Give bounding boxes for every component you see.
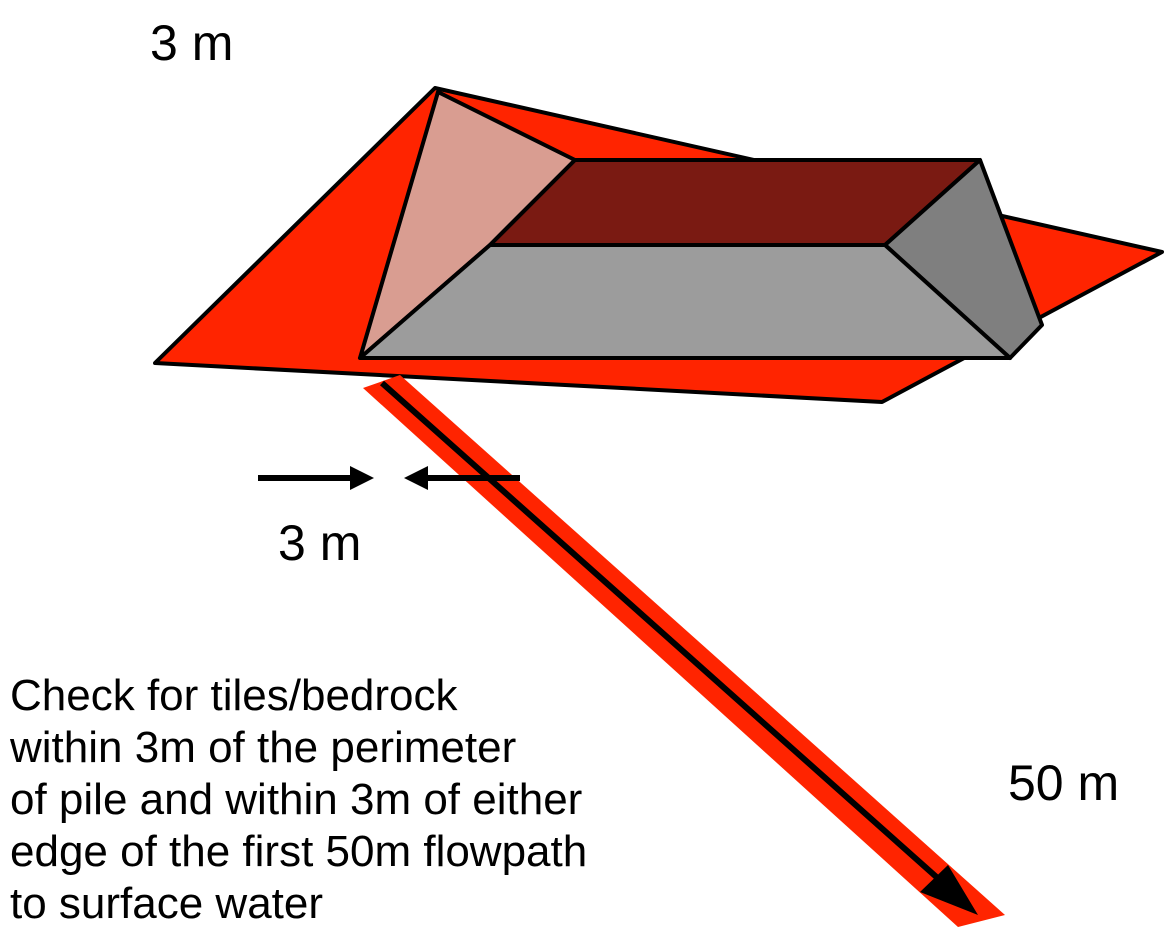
caption-line-5: to surface water: [10, 879, 323, 928]
flow-50m-label: 50 m: [1008, 755, 1119, 811]
dim-arrow-left-head: [350, 466, 374, 490]
caption-line-1: Check for tiles/bedrock: [10, 671, 459, 720]
dim-arrow-right-head: [404, 466, 428, 490]
arrow-3m-label: 3 m: [278, 515, 361, 571]
caption-line-4: edge of the first 50m flowpath: [10, 827, 587, 876]
caption-line-3: of pile and within 3m of either: [10, 775, 582, 824]
top-3m-label: 3 m: [150, 15, 233, 71]
caption-line-2: within 3m of the perimeter: [9, 723, 516, 772]
